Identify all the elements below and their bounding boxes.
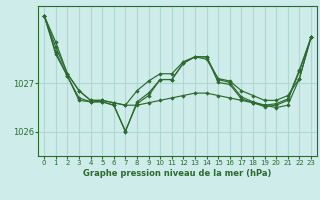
X-axis label: Graphe pression niveau de la mer (hPa): Graphe pression niveau de la mer (hPa): [84, 169, 272, 178]
